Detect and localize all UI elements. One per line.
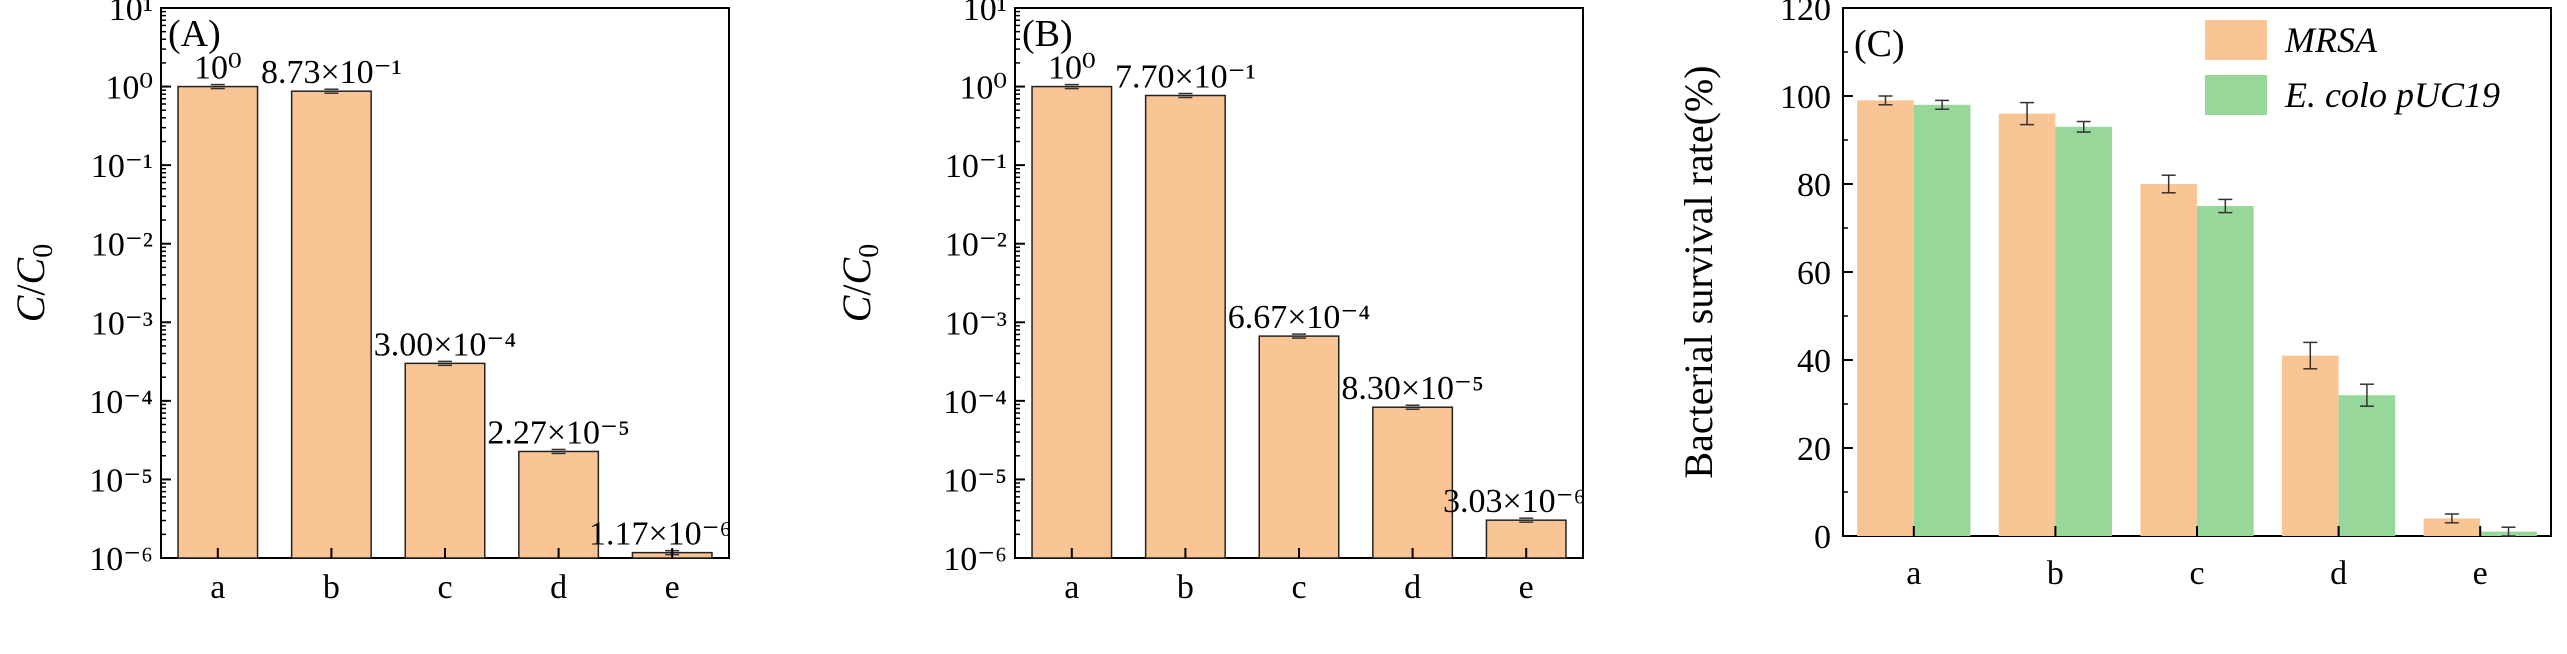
panel-c-x-tick-label: e bbox=[2473, 555, 2488, 592]
panel-c-legend-label: MRSA bbox=[2284, 20, 2378, 60]
panel-c-bar-ecoli bbox=[2338, 395, 2396, 536]
panel-b-bar bbox=[1031, 85, 1113, 559]
panel-b-x-tick-label: b bbox=[1177, 569, 1194, 606]
panel-c-y-tick-label: 100 bbox=[1780, 79, 1831, 116]
panel-b-data-label: 3.03×10⁻⁶ bbox=[1443, 483, 1585, 520]
panel-c-bar-mrsa bbox=[2140, 184, 2197, 536]
panel-c-bar-ecoli bbox=[2197, 206, 2254, 536]
panel-c-y-tick-label: 20 bbox=[1797, 431, 1831, 468]
panel-a-x-tick-label: d bbox=[550, 569, 567, 606]
panel-a-y-axis-title: C/C0 bbox=[8, 244, 59, 323]
panel-a-y-tick-label: 10⁻⁴ bbox=[89, 384, 153, 421]
panel-b-data-label: 10⁰ bbox=[1048, 50, 1096, 87]
panel-c-bar-ecoli bbox=[1913, 104, 1971, 537]
panel-b-bar bbox=[1144, 94, 1226, 559]
panel-b-y-tick-label: 10⁻⁵ bbox=[943, 462, 1007, 499]
panel-b-y-tick-label: 10⁻² bbox=[945, 227, 1007, 264]
panel-c-label: (C) bbox=[1854, 23, 1905, 65]
panel-b-data-label: 6.67×10⁻⁴ bbox=[1228, 299, 1370, 336]
panel-c-y-tick-label: 120 bbox=[1780, 0, 1831, 28]
panel-a-bar bbox=[518, 450, 600, 559]
panel-c-bar-mrsa bbox=[2423, 518, 2481, 536]
panel-a-y-tick-label: 10⁻³ bbox=[91, 305, 153, 342]
panel-a-y-tick-label: 10¹ bbox=[109, 0, 153, 28]
panel-c-y-tick-label: 60 bbox=[1797, 255, 1831, 292]
panel-a-data-label: 10⁰ bbox=[194, 50, 242, 87]
panel-c-x-tick-label: a bbox=[1906, 555, 1921, 592]
panel-b-y-tick-label: 10⁻³ bbox=[945, 305, 1007, 342]
panel-a-y-tick-label: 10⁻² bbox=[91, 227, 153, 264]
panel-c-legend-label: E. colo pUC19 bbox=[2284, 75, 2500, 115]
panel-c-y-axis-title: Bacterial survival rate(%) bbox=[1676, 65, 1721, 478]
panel-a-chart: (A) C/C0 10⁻⁶ 10⁻⁵ 10⁻⁴ 10⁻³ 10⁻² 10⁻¹ 10⁰ 10¹ 1… bbox=[8, 0, 731, 606]
panel-b-x-tick-label: c bbox=[1291, 569, 1306, 606]
panel-a-y-tick-label: 10⁻⁶ bbox=[89, 541, 153, 578]
panel-c-x-tick-label: c bbox=[2189, 555, 2204, 592]
panel-c-chart: (C) Bacterial survival rate(%) 0 20 40 60 80… bbox=[1676, 0, 2552, 592]
panel-c-x-tick-label: b bbox=[2047, 555, 2064, 592]
panel-a-y-tick-label: 10⁻¹ bbox=[91, 148, 153, 185]
panel-b-x-tick-label: a bbox=[1064, 569, 1079, 606]
panel-b-y-tick-label: 10⁰ bbox=[959, 70, 1007, 107]
panel-a-x-tick-label: a bbox=[210, 569, 225, 606]
panel-c-y-tick-label: 40 bbox=[1797, 343, 1831, 380]
panel-c-bar-ecoli bbox=[2055, 126, 2113, 537]
panel-a-data-label: 1.17×10⁻⁶ bbox=[589, 516, 731, 553]
panel-a-label: (A) bbox=[168, 13, 221, 55]
panel-a-bar bbox=[177, 85, 259, 559]
panel-b-y-tick-label: 10⁻¹ bbox=[945, 148, 1007, 185]
panel-c-y-tick-label: 0 bbox=[1814, 519, 1831, 556]
panel-a-bar bbox=[404, 362, 486, 559]
panel-b-y-tick-label: 10¹ bbox=[963, 0, 1007, 28]
panel-c-legend-swatch bbox=[2205, 75, 2267, 115]
panel-b-label: (B) bbox=[1022, 13, 1073, 55]
panel-b-bar bbox=[1372, 406, 1454, 559]
panel-b-chart: (B) C/C0 10⁻⁶ 10⁻⁵ 10⁻⁴ 10⁻³ 10⁻² 10⁻¹ 10⁰ 10¹ 1… bbox=[834, 0, 1585, 606]
panel-a-bar bbox=[290, 90, 372, 559]
panel-b-bar bbox=[1258, 335, 1340, 559]
panel-b-data-label: 8.30×10⁻⁵ bbox=[1341, 370, 1483, 407]
panel-b-y-tick-label: 10⁻⁴ bbox=[943, 384, 1007, 421]
panel-b-x-tick-label: d bbox=[1404, 569, 1421, 606]
panel-a-data-label: 2.27×10⁻⁵ bbox=[487, 414, 629, 451]
panel-b-y-tick-label: 10⁻⁶ bbox=[943, 541, 1007, 578]
panel-a-y-tick-label: 10⁰ bbox=[105, 70, 153, 107]
panel-c-bar-mrsa bbox=[1857, 100, 1914, 537]
panel-a-x-tick-label: e bbox=[665, 569, 680, 606]
panel-a-data-label: 3.00×10⁻⁴ bbox=[374, 326, 516, 363]
panel-b-data-label: 7.70×10⁻¹ bbox=[1115, 58, 1256, 95]
panel-b-x-tick-label: e bbox=[1519, 569, 1534, 606]
panel-a-data-label: 8.73×10⁻¹ bbox=[261, 54, 402, 91]
panel-c-x-tick-label: d bbox=[2330, 555, 2347, 592]
panel-c-bar-mrsa bbox=[1998, 113, 2056, 536]
panel-b-y-axis-title: C/C0 bbox=[834, 244, 885, 323]
panel-c-bar-mrsa bbox=[2281, 355, 2339, 536]
panel-a-y-tick-label: 10⁻⁵ bbox=[89, 462, 153, 499]
panel-c-legend-swatch bbox=[2205, 20, 2267, 60]
panel-a-x-tick-label: c bbox=[437, 569, 452, 606]
panel-c-y-tick-label: 80 bbox=[1797, 167, 1831, 204]
panel-a-x-tick-label: b bbox=[323, 569, 340, 606]
